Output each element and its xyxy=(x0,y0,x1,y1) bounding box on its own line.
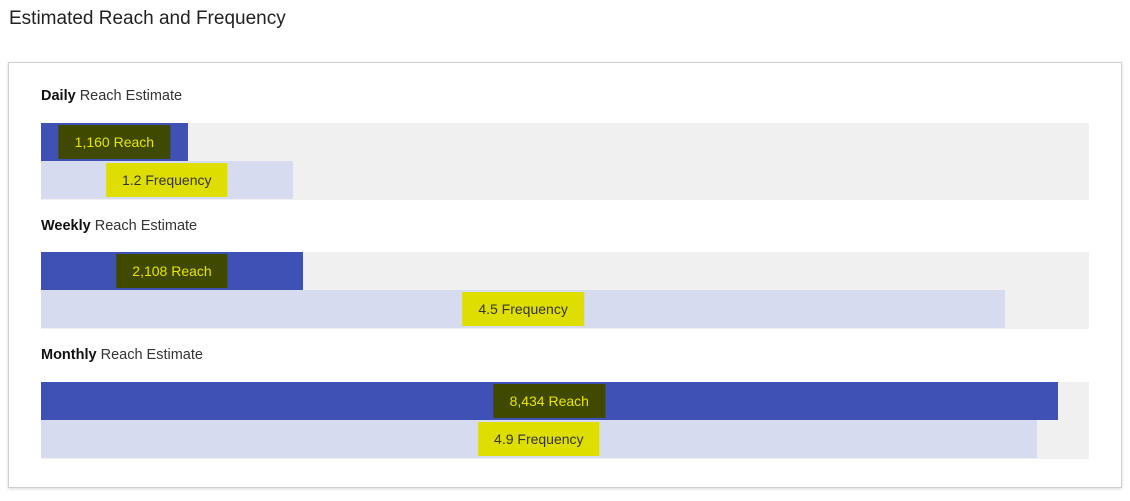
daily-frequency-label: 1.2 Frequency xyxy=(106,163,228,197)
daily-track: 1,160 Reach 1.2 Frequency xyxy=(41,123,1089,200)
daily-section-label: Daily Reach Estimate xyxy=(41,88,182,104)
monthly-track: 8,434 Reach 4.9 Frequency xyxy=(41,382,1089,459)
daily-frequency-bar: 1.2 Frequency xyxy=(41,161,293,199)
period-name: Daily xyxy=(41,88,76,104)
weekly-reach-bar: 2,108 Reach xyxy=(41,252,303,290)
monthly-frequency-bar: 4.9 Frequency xyxy=(41,420,1037,458)
monthly-section-label: Monthly Reach Estimate xyxy=(41,347,203,363)
page-title: Estimated Reach and Frequency xyxy=(9,8,286,29)
monthly-reach-label: 8,434 Reach xyxy=(493,384,605,418)
weekly-frequency-label: 4.5 Frequency xyxy=(462,292,584,326)
period-name: Weekly xyxy=(41,218,91,234)
label-suffix: Reach Estimate xyxy=(79,88,183,104)
weekly-frequency-bar: 4.5 Frequency xyxy=(41,290,1006,328)
daily-reach-bar: 1,160 Reach xyxy=(41,123,188,161)
period-name: Monthly xyxy=(41,347,97,363)
monthly-reach-bar: 8,434 Reach xyxy=(41,382,1058,420)
reach-frequency-card: Daily Reach Estimate 1,160 Reach 1.2 Fre… xyxy=(8,62,1122,488)
weekly-track: 2,108 Reach 4.5 Frequency xyxy=(41,252,1089,329)
label-suffix: Reach Estimate xyxy=(100,347,203,363)
weekly-reach-label: 2,108 Reach xyxy=(116,254,228,288)
daily-reach-label: 1,160 Reach xyxy=(58,125,171,159)
monthly-frequency-label: 4.9 Frequency xyxy=(478,422,600,456)
weekly-section-label: Weekly Reach Estimate xyxy=(41,218,197,234)
label-suffix: Reach Estimate xyxy=(94,218,198,234)
